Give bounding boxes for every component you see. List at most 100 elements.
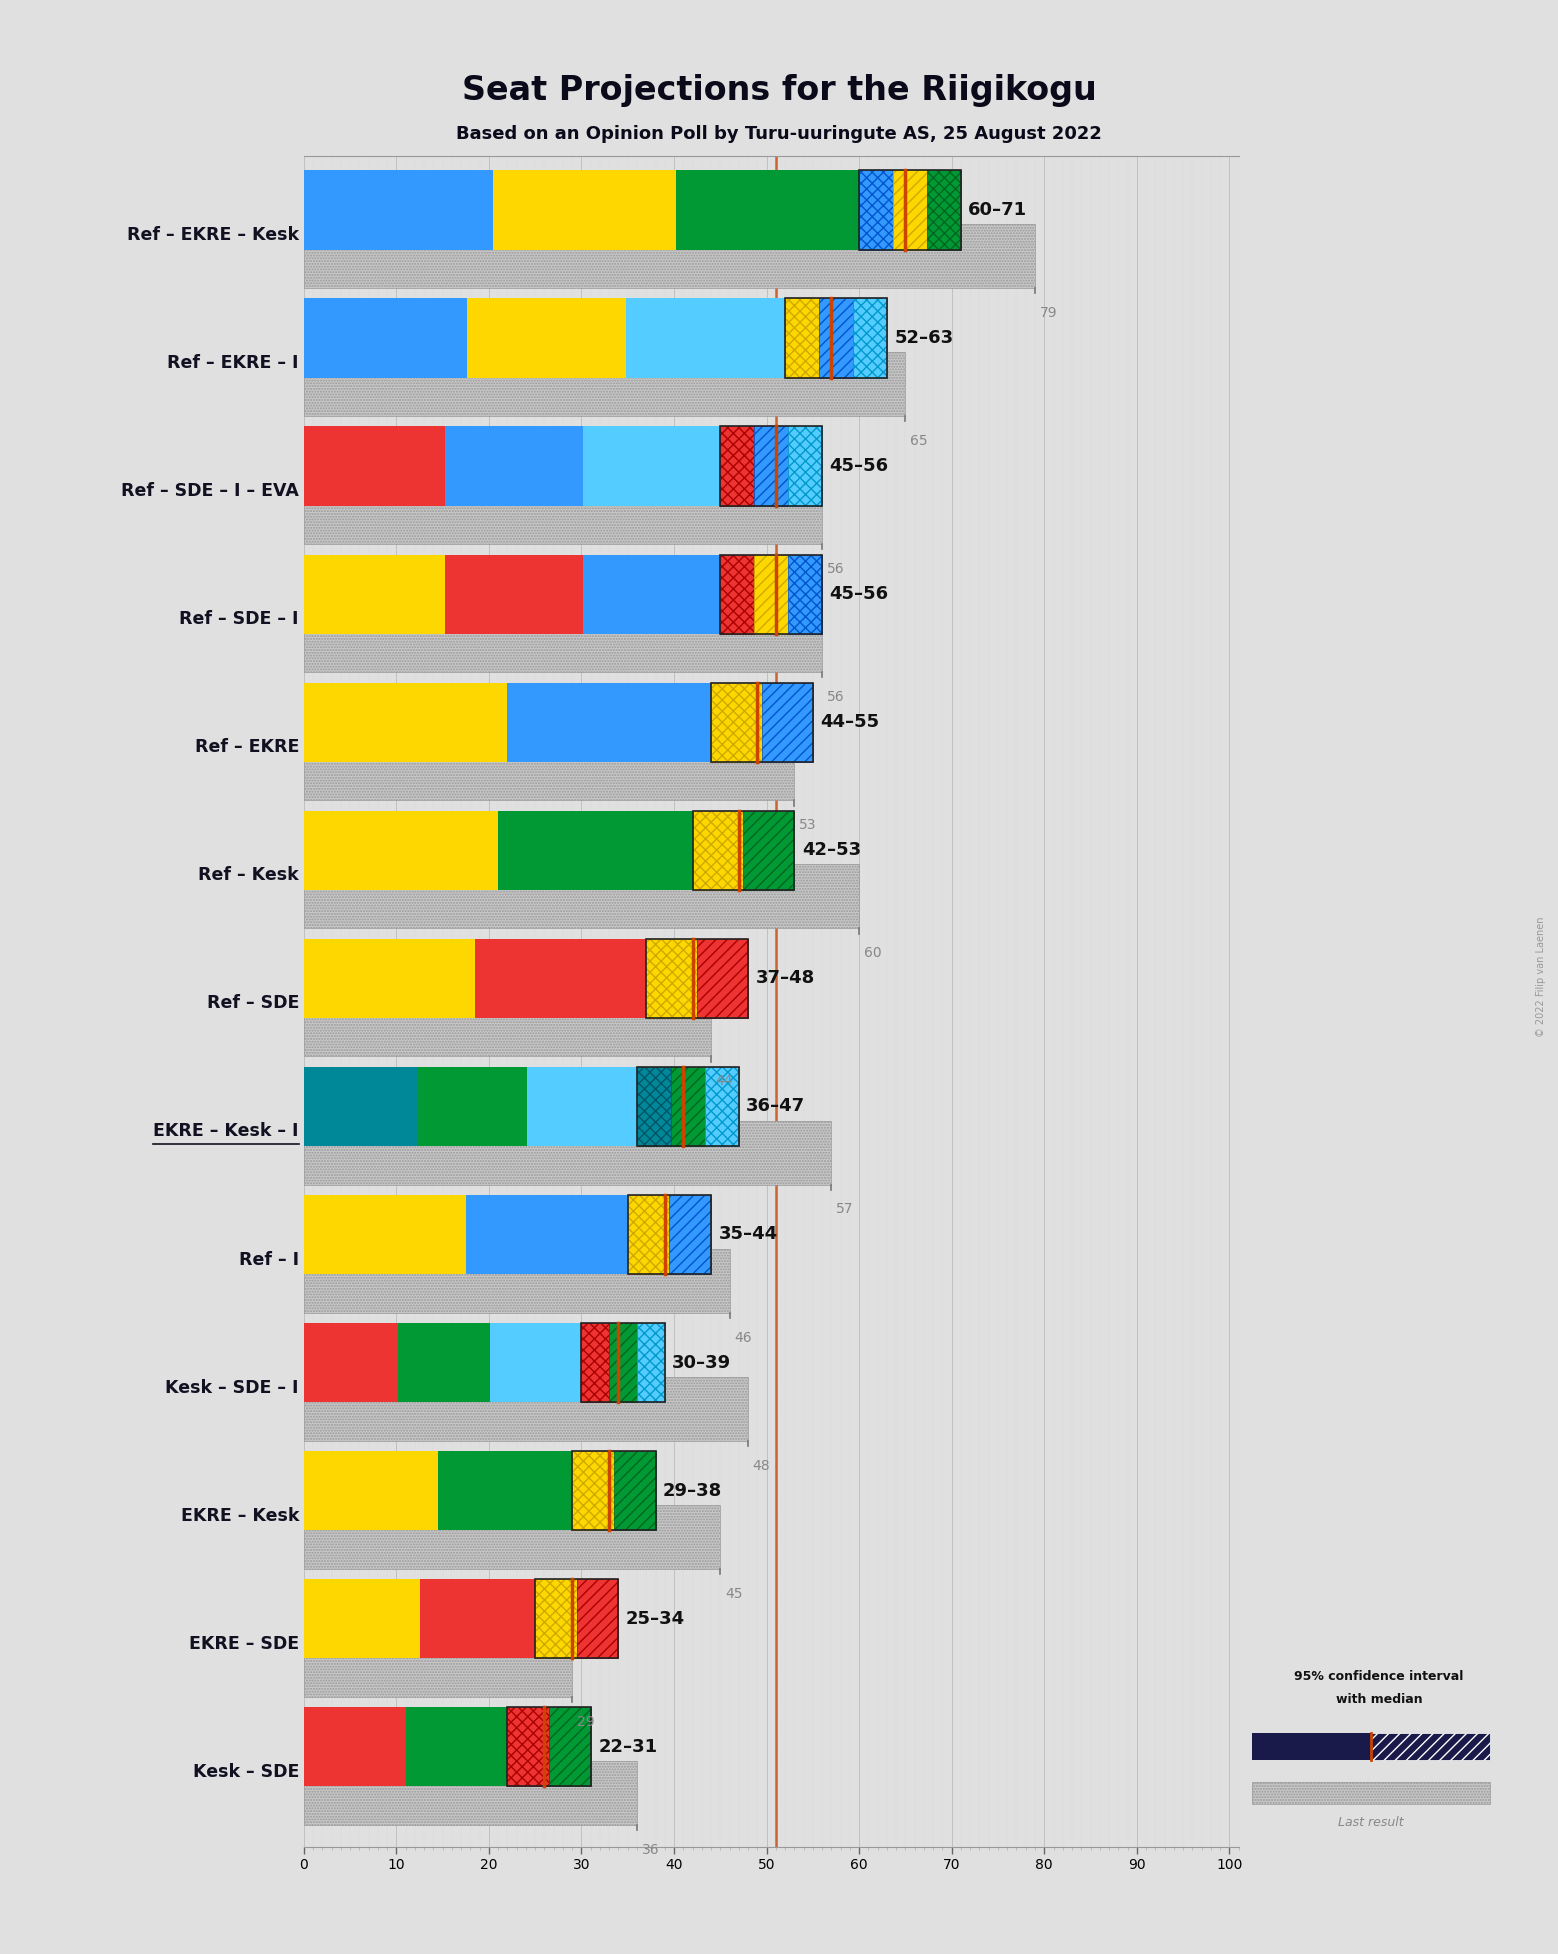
Bar [693, 811, 743, 889]
Bar [710, 682, 762, 762]
Bar [548, 1708, 590, 1786]
Bar [304, 1120, 832, 1184]
Bar [304, 737, 795, 801]
Bar [304, 608, 823, 672]
Text: 42–53: 42–53 [802, 842, 862, 860]
Bar [304, 993, 710, 1057]
Bar [304, 481, 823, 545]
Bar [304, 1378, 748, 1440]
Bar [609, 1323, 637, 1403]
Text: Seat Projections for the Riigikogu: Seat Projections for the Riigikogu [461, 74, 1097, 107]
Text: 45–56: 45–56 [829, 586, 888, 604]
Bar [304, 1761, 637, 1825]
Bar [583, 426, 720, 506]
Text: with median: with median [1335, 1694, 1422, 1706]
Bar [508, 1708, 590, 1786]
Text: 25–34: 25–34 [626, 1610, 686, 1628]
Text: 45–56: 45–56 [829, 457, 888, 475]
Bar [475, 938, 647, 1018]
Bar [536, 1579, 576, 1659]
Bar [647, 938, 696, 1018]
Bar [304, 1505, 720, 1569]
Bar [304, 1634, 572, 1696]
Bar [676, 170, 858, 250]
Bar [754, 555, 788, 633]
Bar [304, 481, 823, 545]
Bar [492, 170, 676, 250]
Bar [785, 299, 887, 377]
Bar [419, 1579, 536, 1659]
Bar [304, 938, 475, 1018]
Bar [693, 811, 795, 889]
Bar [527, 1067, 637, 1147]
Bar [304, 682, 508, 762]
Bar [304, 555, 446, 633]
Bar [572, 1452, 614, 1530]
Bar [762, 682, 813, 762]
Bar [614, 1452, 656, 1530]
Bar [304, 1249, 729, 1313]
Bar [637, 1323, 665, 1403]
Text: 35–44: 35–44 [718, 1225, 777, 1243]
Bar [446, 426, 583, 506]
Bar [572, 1452, 656, 1530]
Bar [304, 737, 795, 801]
Bar [467, 299, 626, 377]
Bar [626, 299, 785, 377]
Text: 29–38: 29–38 [662, 1481, 723, 1499]
Bar [858, 170, 961, 250]
Bar [304, 352, 905, 416]
Bar [1371, 1733, 1489, 1761]
Bar [304, 864, 858, 928]
Bar [788, 555, 823, 633]
Bar [581, 1323, 609, 1403]
Text: 30–39: 30–39 [671, 1354, 731, 1372]
Bar [536, 1579, 619, 1659]
Text: 52–63: 52–63 [894, 328, 953, 348]
Bar [704, 1067, 738, 1147]
Bar [446, 555, 583, 633]
Bar [304, 170, 492, 250]
Bar [820, 299, 852, 377]
Text: 48: 48 [753, 1458, 770, 1473]
Bar [508, 682, 710, 762]
Bar [628, 1194, 710, 1274]
Bar [1251, 1782, 1489, 1804]
Bar [304, 225, 1035, 287]
Bar [304, 352, 905, 416]
Bar [399, 1323, 489, 1403]
Text: 79: 79 [1039, 307, 1058, 320]
Bar [405, 1708, 508, 1786]
Bar [720, 426, 754, 506]
Bar [508, 1708, 548, 1786]
Bar [304, 1120, 832, 1184]
Text: 57: 57 [837, 1202, 854, 1217]
Bar [637, 1067, 671, 1147]
Bar [576, 1579, 619, 1659]
Bar [785, 299, 820, 377]
Bar [1251, 1782, 1489, 1804]
Bar [418, 1067, 527, 1147]
Bar [304, 1194, 466, 1274]
Bar [670, 1194, 710, 1274]
Bar [304, 225, 1035, 287]
Bar [304, 1452, 438, 1530]
Text: © 2022 Filip van Laenen: © 2022 Filip van Laenen [1536, 916, 1546, 1038]
Text: 45: 45 [724, 1587, 743, 1600]
Bar [304, 1708, 405, 1786]
Text: 46: 46 [734, 1331, 753, 1344]
Text: 37–48: 37–48 [756, 969, 815, 987]
Bar [720, 555, 754, 633]
Text: 65: 65 [910, 434, 927, 447]
Bar [754, 426, 788, 506]
Text: 56: 56 [827, 563, 844, 576]
Bar [304, 426, 446, 506]
Bar [499, 811, 693, 889]
Bar [304, 1378, 748, 1440]
Bar [304, 1323, 399, 1403]
Bar [304, 1067, 418, 1147]
Text: Last result: Last result [1338, 1817, 1404, 1829]
Bar [1251, 1733, 1371, 1761]
Text: Based on an Opinion Poll by Turu-uuringute AS, 25 August 2022: Based on an Opinion Poll by Turu-uuringu… [456, 125, 1102, 143]
Bar [581, 1323, 665, 1403]
